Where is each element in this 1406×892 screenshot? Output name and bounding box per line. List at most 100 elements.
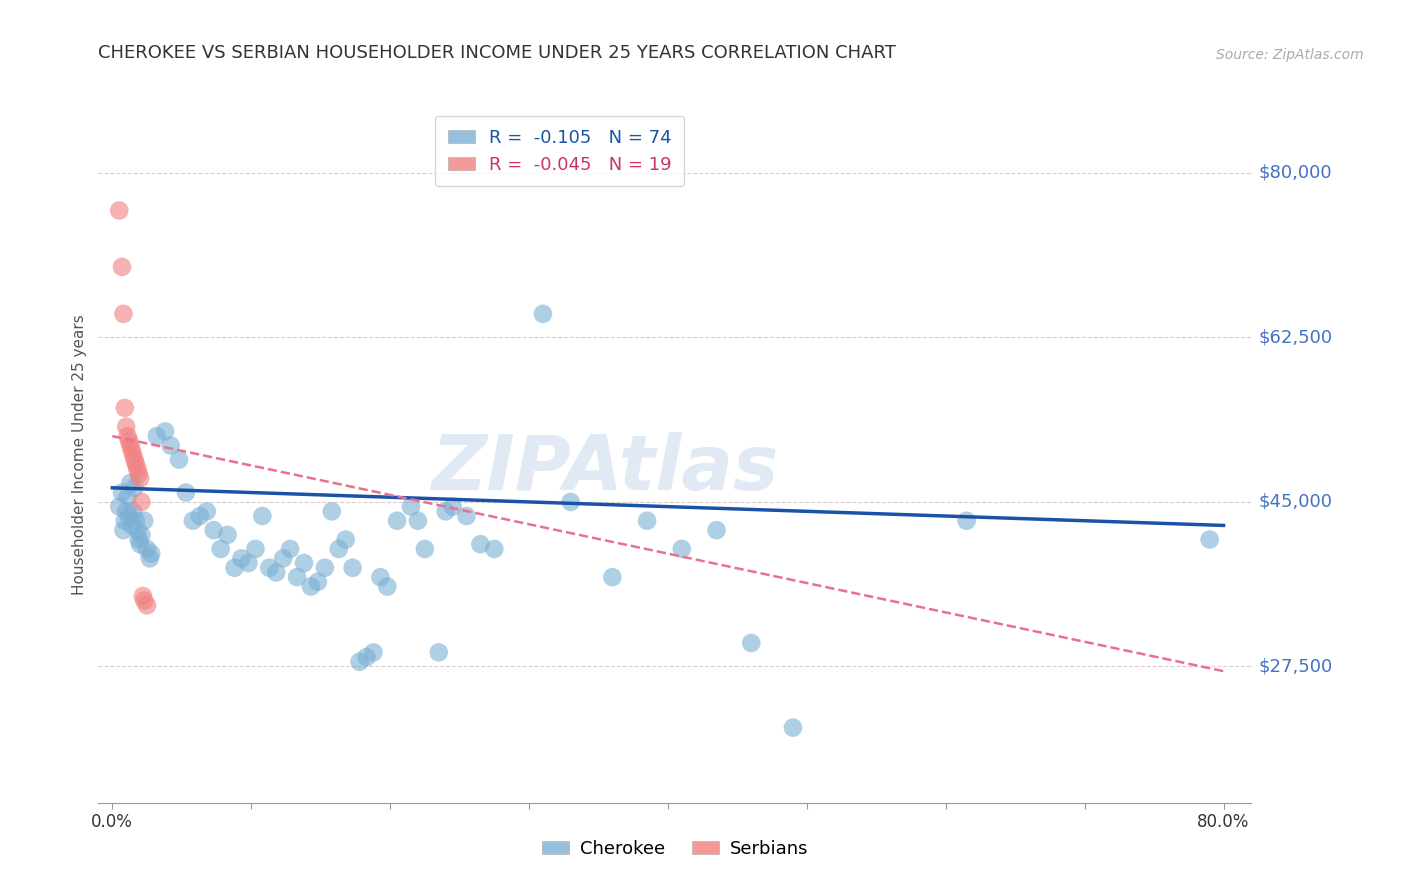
Y-axis label: Householder Income Under 25 years: Householder Income Under 25 years xyxy=(72,315,87,595)
Point xyxy=(114,401,136,415)
Point xyxy=(406,514,429,528)
Point xyxy=(370,570,392,584)
Point xyxy=(134,593,156,607)
Point xyxy=(285,570,308,584)
Point xyxy=(264,566,287,580)
Point xyxy=(115,419,138,434)
Point xyxy=(434,504,457,518)
Point xyxy=(117,429,139,443)
Point xyxy=(111,485,134,500)
Point xyxy=(441,500,464,514)
Text: CHEROKEE VS SERBIAN HOUSEHOLDER INCOME UNDER 25 YEARS CORRELATION CHART: CHEROKEE VS SERBIAN HOUSEHOLDER INCOME U… xyxy=(98,45,896,62)
Point xyxy=(456,509,478,524)
Point xyxy=(671,541,693,556)
Point xyxy=(153,425,176,439)
Point xyxy=(292,556,315,570)
Point xyxy=(740,636,762,650)
Point xyxy=(385,514,408,528)
Text: $62,500: $62,500 xyxy=(1258,328,1333,346)
Point xyxy=(238,556,260,570)
Text: $80,000: $80,000 xyxy=(1258,164,1331,182)
Point xyxy=(782,721,804,735)
Legend: Cherokee, Serbians: Cherokee, Serbians xyxy=(534,833,815,865)
Point xyxy=(125,514,148,528)
Point xyxy=(531,307,554,321)
Point xyxy=(141,547,163,561)
Point xyxy=(259,560,281,574)
Point xyxy=(174,485,197,500)
Point xyxy=(121,518,143,533)
Point xyxy=(427,645,450,659)
Point xyxy=(125,458,148,472)
Point xyxy=(112,523,135,537)
Point xyxy=(209,541,232,556)
Point xyxy=(139,551,162,566)
Point xyxy=(145,429,167,443)
Point xyxy=(136,599,159,613)
Point xyxy=(1198,533,1220,547)
Point xyxy=(470,537,492,551)
Point xyxy=(328,541,350,556)
Point xyxy=(299,580,322,594)
Text: Source: ZipAtlas.com: Source: ZipAtlas.com xyxy=(1216,48,1364,62)
Point xyxy=(128,533,150,547)
Point xyxy=(252,509,274,524)
Point xyxy=(118,509,141,524)
Point xyxy=(356,650,378,665)
Point xyxy=(121,443,143,458)
Point xyxy=(217,528,239,542)
Point xyxy=(115,504,138,518)
Point xyxy=(108,500,131,514)
Point xyxy=(127,462,149,476)
Point xyxy=(706,523,728,537)
Point xyxy=(188,509,211,524)
Point xyxy=(136,541,159,556)
Point xyxy=(321,504,343,518)
Point xyxy=(349,655,371,669)
Text: ZIPAtlas: ZIPAtlas xyxy=(432,432,779,506)
Point xyxy=(134,514,156,528)
Point xyxy=(129,471,152,485)
Point xyxy=(399,500,422,514)
Point xyxy=(278,541,301,556)
Point xyxy=(127,523,149,537)
Point xyxy=(231,551,253,566)
Point xyxy=(955,514,977,528)
Point xyxy=(560,495,582,509)
Point xyxy=(307,574,329,589)
Text: $45,000: $45,000 xyxy=(1258,493,1333,511)
Point xyxy=(132,589,155,603)
Point xyxy=(120,476,142,491)
Point xyxy=(159,438,181,452)
Point xyxy=(128,467,150,481)
Text: $27,500: $27,500 xyxy=(1258,657,1333,675)
Point xyxy=(202,523,225,537)
Point xyxy=(124,481,146,495)
Point xyxy=(602,570,624,584)
Point xyxy=(335,533,357,547)
Point xyxy=(245,541,267,556)
Point xyxy=(224,560,246,574)
Point xyxy=(413,541,436,556)
Point xyxy=(271,551,294,566)
Point xyxy=(120,438,142,452)
Point xyxy=(111,260,134,274)
Point xyxy=(114,514,136,528)
Point xyxy=(131,495,153,509)
Point xyxy=(342,560,364,574)
Point xyxy=(375,580,398,594)
Point xyxy=(131,528,153,542)
Point xyxy=(122,448,145,462)
Point xyxy=(122,504,145,518)
Legend: R =  -0.105   N = 74, R =  -0.045   N = 19: R = -0.105 N = 74, R = -0.045 N = 19 xyxy=(434,116,685,186)
Point xyxy=(167,452,190,467)
Point xyxy=(108,203,131,218)
Point xyxy=(117,490,139,504)
Point xyxy=(112,307,135,321)
Point xyxy=(363,645,385,659)
Point xyxy=(124,452,146,467)
Point xyxy=(118,434,141,448)
Point xyxy=(181,514,204,528)
Point xyxy=(314,560,336,574)
Point xyxy=(484,541,506,556)
